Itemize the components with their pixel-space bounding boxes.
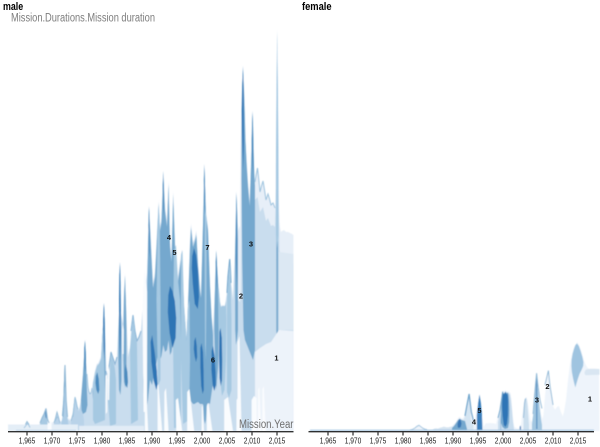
svg-text:2,015: 2,015 (570, 437, 587, 446)
svg-text:1,975: 1,975 (69, 437, 86, 446)
svg-text:Mission.Durations.Mission dura: Mission.Durations.Mission duration (11, 13, 155, 25)
svg-text:1,990: 1,990 (445, 437, 462, 446)
svg-text:6: 6 (211, 356, 215, 365)
svg-text:1,970: 1,970 (345, 437, 362, 446)
svg-text:3: 3 (535, 396, 539, 405)
svg-text:male: male (3, 1, 23, 13)
svg-text:2,010: 2,010 (545, 437, 562, 446)
svg-text:1,990: 1,990 (144, 437, 161, 446)
svg-text:5: 5 (477, 406, 481, 415)
svg-text:5: 5 (172, 248, 176, 257)
svg-text:4: 4 (472, 418, 477, 427)
svg-text:1: 1 (274, 354, 278, 363)
svg-text:2,015: 2,015 (269, 437, 286, 446)
svg-text:1,980: 1,980 (395, 437, 412, 446)
svg-text:7: 7 (205, 243, 209, 252)
svg-text:1,975: 1,975 (370, 437, 387, 446)
svg-text:Mission.Year: Mission.Year (239, 419, 294, 431)
svg-text:2: 2 (545, 382, 549, 391)
svg-text:3: 3 (249, 240, 253, 249)
svg-text:1,965: 1,965 (19, 437, 36, 446)
svg-text:1,970: 1,970 (44, 437, 61, 446)
svg-text:female: female (302, 1, 332, 13)
svg-text:2,005: 2,005 (219, 437, 236, 446)
svg-text:2,010: 2,010 (244, 437, 261, 446)
svg-text:1,965: 1,965 (320, 437, 337, 446)
svg-text:2,000: 2,000 (495, 437, 512, 446)
svg-text:1,980: 1,980 (94, 437, 111, 446)
svg-text:1,985: 1,985 (420, 437, 437, 446)
svg-text:2,005: 2,005 (520, 437, 537, 446)
svg-text:1: 1 (588, 395, 592, 404)
svg-text:2,000: 2,000 (194, 437, 211, 446)
svg-text:1,995: 1,995 (169, 437, 186, 446)
svg-text:1,995: 1,995 (470, 437, 487, 446)
svg-text:2: 2 (239, 292, 243, 301)
svg-text:1,985: 1,985 (119, 437, 136, 446)
svg-text:4: 4 (167, 233, 172, 242)
